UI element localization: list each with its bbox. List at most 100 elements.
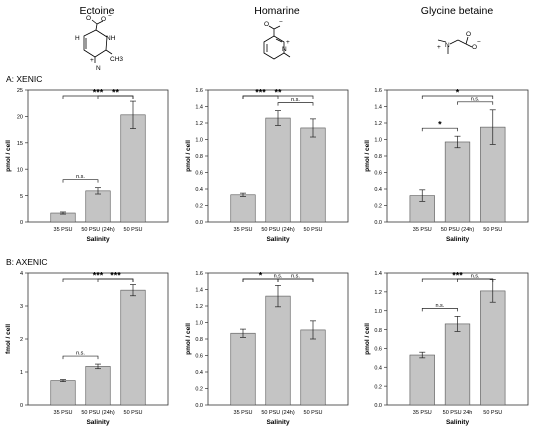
compound-title-homarine: Homarine (254, 5, 300, 17)
ectoine-atom-h: H (75, 35, 80, 42)
y-tick-label: 2 (20, 337, 23, 343)
y-tick-label: 0.2 (374, 204, 382, 210)
significance-bracket (242, 95, 314, 99)
y-tick-label: 0.6 (195, 354, 203, 360)
y-tick-label: 0.2 (195, 387, 203, 393)
y-tick-label: 4 (20, 271, 23, 277)
ectoine-atom-o: O (101, 16, 106, 23)
significance-label: n.s. (435, 303, 444, 309)
y-tick-label: 0.8 (195, 337, 203, 343)
significance-label: n.s. (76, 351, 85, 357)
significance-label: * (438, 120, 442, 130)
x-tick-label: 50 PSU (304, 410, 323, 416)
y-tick-label: 10 (17, 167, 23, 173)
x-axis-label: Salinity (86, 236, 110, 243)
significance-bracket (62, 179, 99, 183)
y-tick-label: 3 (20, 304, 23, 310)
bar (265, 117, 291, 223)
significance-label: * (259, 271, 263, 281)
y-tick-label: 1.0 (374, 138, 382, 144)
chart-xenic-ectoine: 0 5 10 15 20 25 pmol / cell 35 PSU 50 PSU (24h) 5… (5, 88, 169, 243)
y-tick-label: 1.4 (374, 105, 382, 111)
x-tick-label: 50 PSU (304, 227, 323, 233)
significance-bracket (242, 278, 314, 282)
y-tick-label: 1.2 (374, 290, 382, 296)
y-axis-label: pmol / cell (5, 140, 12, 172)
y-tick-label: 0.2 (374, 384, 382, 390)
y-tick-label: 1.6 (195, 271, 203, 277)
x-axis-label: Salinity (446, 419, 470, 426)
y-tick-label: 1.4 (195, 288, 203, 294)
glycine-betaine-atom-o: O (466, 31, 471, 38)
y-tick-label: 0 (20, 403, 23, 409)
x-axis-label: Salinity (266, 419, 290, 426)
y-axis-label: pmol / cell (364, 140, 371, 172)
bar (85, 366, 111, 406)
y-axis-label: pmol / cell (364, 323, 371, 355)
y-tick-label: 15 (17, 141, 23, 147)
significance-bracket (62, 95, 134, 99)
bar (300, 329, 326, 406)
significance-label: *** (452, 271, 463, 281)
x-axis-label: Salinity (266, 236, 290, 243)
significance-label: *** (93, 88, 104, 98)
significance-bracket (457, 101, 494, 105)
bar (409, 354, 435, 406)
significance-bracket (421, 278, 494, 282)
y-tick-label: 1 (20, 370, 23, 376)
bar (50, 380, 76, 406)
chart-xenic-glycine-betaine: 0.0 0.2 0.4 0.6 0.8 1.0 1.2 1.4 1.6 pmol / cell 35… (364, 88, 529, 243)
x-tick-label: 35 PSU (234, 410, 253, 416)
y-tick-label: 1.2 (195, 121, 203, 127)
y-tick-label: 0.0 (374, 403, 382, 409)
significance-label: n.s. (291, 97, 300, 103)
glycine-betaine-atom-o-minus: − (477, 39, 481, 46)
y-tick-label: 0.4 (195, 370, 203, 376)
x-tick-label: 35 PSU (413, 227, 432, 233)
significance-label: n.s. (471, 274, 480, 280)
significance-label: ** (112, 88, 120, 98)
y-tick-label: 0.8 (374, 154, 382, 160)
y-tick-label: 0.8 (374, 328, 382, 334)
y-tick-label: 1.0 (374, 309, 382, 315)
bar (120, 289, 146, 406)
x-tick-label: 50 PSU (24h) (441, 227, 474, 233)
compound-title-ectoine: Ectoine (79, 5, 114, 17)
y-tick-label: 0.0 (374, 220, 382, 226)
significance-bracket (421, 308, 458, 312)
homarine-atom-o: O (264, 21, 269, 28)
x-tick-label: 50 PSU (24h) (81, 227, 114, 233)
x-tick-label: 50 PSU (483, 227, 502, 233)
chart-axenic-ectoine: 0 1 2 3 4 fmol / cell 35 PSU 50 PSU (24h) 50 PSU… (5, 271, 169, 426)
significance-label: n.s. (471, 96, 480, 102)
bar (444, 141, 471, 223)
x-axis-label: Salinity (86, 419, 110, 426)
compound-title-glycine-betaine: Glycine betaine (421, 5, 494, 17)
chart-axenic-homarine: 0.0 0.2 0.4 0.6 0.8 1.0 1.2 1.4 1.6 pmol / cell 35… (185, 271, 349, 426)
chart-xenic-homarine: 0.0 0.2 0.4 0.6 0.8 1.0 1.2 1.4 1.6 pmol / cell 35… (185, 88, 349, 243)
y-tick-label: 1.0 (195, 321, 203, 327)
x-axis-label: Salinity (446, 236, 470, 243)
y-axis-label: pmol / cell (185, 323, 192, 355)
x-tick-label: 50 PSU (24h) (261, 227, 294, 233)
bar (444, 323, 471, 406)
y-tick-label: 1.6 (195, 88, 203, 94)
x-tick-label: 50 PSU (24h) (261, 410, 294, 416)
bar (230, 194, 256, 223)
y-tick-label: 0.6 (195, 171, 203, 177)
y-tick-label: 0.2 (195, 204, 203, 210)
x-tick-label: 50 PSU (24h) (81, 410, 114, 416)
section-label-xenic: A: XENIC (6, 74, 42, 84)
y-tick-label: 0 (20, 220, 23, 226)
y-axis-label: fmol / cell (5, 324, 12, 354)
x-tick-label: 35 PSU (234, 227, 253, 233)
homarine-atom-o-minus: − (279, 19, 283, 26)
y-tick-label: 1.6 (374, 88, 382, 94)
y-tick-label: 20 (17, 115, 23, 121)
bar (300, 127, 326, 223)
x-tick-label: 50 PSU 24h (443, 410, 473, 416)
x-tick-label: 35 PSU (54, 410, 73, 416)
ectoine-structure-icon (83, 19, 113, 63)
ectoine-atom-nh: NH (106, 35, 116, 42)
